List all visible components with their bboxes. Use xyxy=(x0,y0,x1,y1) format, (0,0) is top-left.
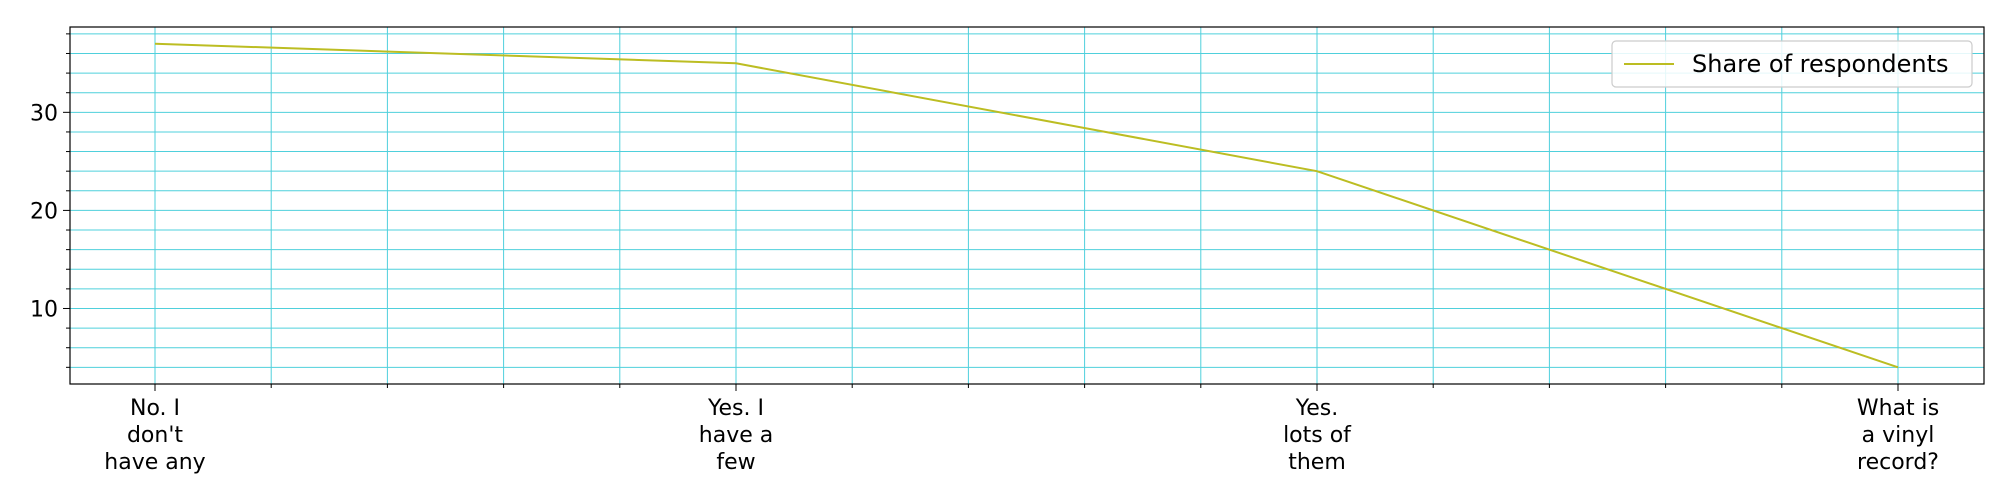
legend: Share of respondents xyxy=(1611,40,1973,88)
x-tick-label-line: few xyxy=(716,450,755,475)
x-tick-label-line: a vinyl xyxy=(1862,423,1935,448)
y-tick-label: 20 xyxy=(30,199,58,224)
x-tick-label-line: What is xyxy=(1857,396,1939,421)
x-tick-label-line: Yes. xyxy=(1295,396,1339,421)
series-line-0 xyxy=(154,42,1899,369)
x-tick-label-line: record? xyxy=(1857,450,1939,475)
x-tick-label-line: have a xyxy=(699,423,773,448)
x-tick-label-line: No. I xyxy=(130,396,180,421)
legend-label: Share of respondents xyxy=(1692,50,1949,78)
series-lines xyxy=(154,42,1899,369)
grid xyxy=(70,27,1984,384)
x-tick-label-line: lots of xyxy=(1283,423,1352,448)
legend-box xyxy=(1611,40,1973,88)
x-tick-label: What is a vinyl record? xyxy=(1857,396,1939,475)
x-tick-label-line: Yes. I xyxy=(707,396,764,421)
y-axis-ticks: 10 20 30 xyxy=(30,33,70,368)
x-tick-label-line: them xyxy=(1288,450,1346,475)
y-tick-label: 30 xyxy=(30,101,58,126)
x-tick-label: Yes. lots of them xyxy=(1283,396,1352,475)
x-tick-label-line: have any xyxy=(104,450,205,475)
x-tick-label-line: don't xyxy=(127,423,183,448)
plot-frame xyxy=(69,26,1985,385)
y-tick-label: 10 xyxy=(30,297,58,322)
